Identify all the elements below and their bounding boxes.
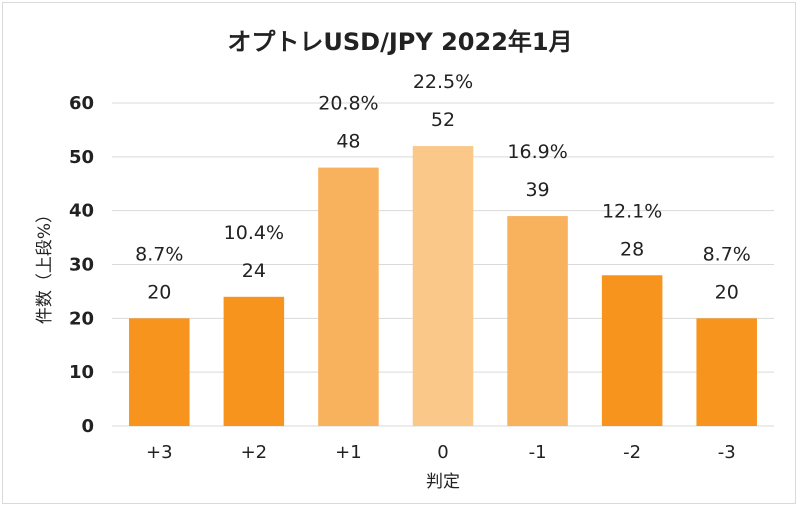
bar: [129, 318, 190, 426]
percent-label: 10.4%: [224, 222, 284, 244]
y-tick-label: 20: [69, 308, 94, 329]
percent-label: 20.8%: [318, 93, 378, 115]
value-label: 52: [431, 109, 455, 131]
bar: [601, 275, 663, 426]
x-tick-label: 0: [437, 442, 448, 463]
percent-label: 12.1%: [602, 200, 662, 222]
y-tick-label: 10: [69, 362, 94, 383]
value-label: 28: [620, 238, 644, 260]
value-label: 20: [147, 281, 171, 303]
chart-title: オプトレUSD/JPY 2022年1月: [227, 28, 572, 56]
y-tick-label: 50: [69, 147, 94, 168]
y-tick-label: 0: [81, 416, 94, 437]
y-axis-ticks: 0 10 20 30 40 50 60: [69, 93, 94, 437]
percent-label: 16.9%: [507, 141, 567, 163]
y-tick-label: 30: [69, 255, 94, 276]
x-tick-label: -3: [718, 442, 736, 463]
x-tick-label: -2: [623, 442, 641, 463]
x-tick-label: -1: [529, 442, 547, 463]
x-axis-title: 判定: [426, 472, 460, 492]
value-label: 48: [336, 131, 360, 153]
percent-label: 8.7%: [703, 243, 751, 265]
y-tick-label: 40: [69, 201, 94, 222]
value-label: 24: [242, 260, 266, 282]
bar: [223, 296, 285, 426]
x-tick-label: +3: [146, 442, 173, 463]
bar: [696, 318, 757, 426]
data-labels: 20 8.7% 24 10.4% 48 20.8% 52 22.5% 39 16.9% 28 12.1…: [135, 71, 751, 303]
y-tick-label: 60: [69, 93, 94, 114]
percent-label: 8.7%: [135, 243, 183, 265]
x-axis-ticks: +3 +2 +1 0 -1 -2 -3: [146, 442, 736, 463]
value-label: 20: [715, 281, 739, 303]
percent-label: 22.5%: [413, 71, 473, 93]
value-label: 39: [525, 179, 549, 201]
x-tick-label: +2: [241, 442, 268, 463]
bar: [318, 167, 379, 426]
x-tick-label: +1: [335, 442, 362, 463]
y-axis-title: 件数（上段%）: [35, 206, 55, 324]
bars: [129, 146, 757, 427]
bar: [412, 146, 474, 427]
bar: [507, 216, 568, 426]
